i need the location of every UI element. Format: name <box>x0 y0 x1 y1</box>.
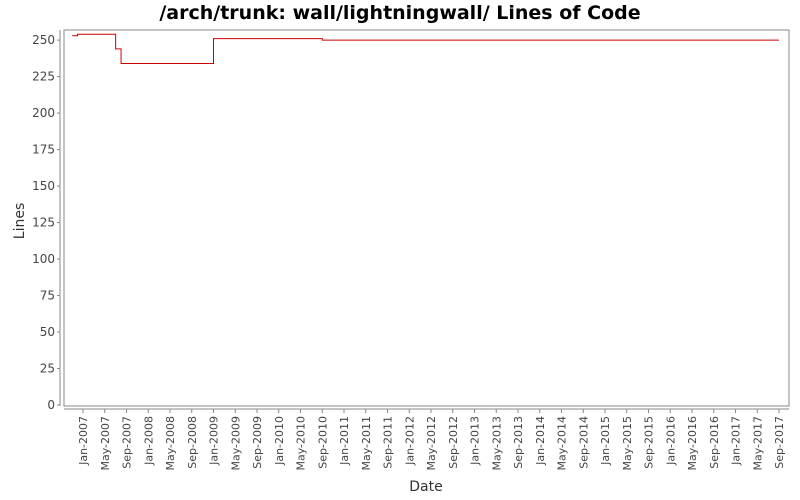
x-tick-label: Sep-2013 <box>512 416 525 469</box>
x-tick-label: Sep-2007 <box>121 416 134 469</box>
y-tick-label: 25 <box>40 362 55 376</box>
chart-title: /arch/trunk: wall/lightningwall/ Lines o… <box>159 2 641 24</box>
x-axis-label: Date <box>409 479 442 495</box>
x-tick-label: May-2007 <box>99 416 112 471</box>
x-tick-label: May-2014 <box>556 416 569 471</box>
y-axis-label: Lines <box>12 203 28 239</box>
y-tick-label: 200 <box>32 106 55 120</box>
x-tick-label: Sep-2014 <box>577 416 590 469</box>
x-tick-label: Sep-2012 <box>447 416 460 469</box>
x-tick-label: Sep-2009 <box>251 416 264 469</box>
x-tick-label: Sep-2017 <box>773 416 786 469</box>
x-tick-label: Jan-2016 <box>664 416 677 466</box>
x-tick-label: Jan-2011 <box>338 416 351 466</box>
y-tick-label: 125 <box>32 216 55 230</box>
x-tick-label: May-2009 <box>229 416 242 471</box>
y-tick-label: 250 <box>32 33 55 47</box>
y-tick-label: 0 <box>47 398 55 412</box>
y-tick-label: 225 <box>32 70 55 84</box>
x-tick-label: Sep-2008 <box>186 416 199 469</box>
y-tick-label: 100 <box>32 252 55 266</box>
x-tick-label: Jan-2012 <box>403 416 416 466</box>
x-tick-label: Jan-2009 <box>208 416 221 466</box>
x-tick-label: Jan-2013 <box>469 416 482 466</box>
x-tick-label: May-2015 <box>621 416 634 471</box>
x-tick-label: Sep-2010 <box>316 416 329 469</box>
x-tick-label: May-2012 <box>425 416 438 471</box>
x-tick-label: Sep-2011 <box>382 416 395 469</box>
x-tick-label: May-2010 <box>295 416 308 471</box>
x-tick-label: Jan-2008 <box>142 416 155 466</box>
x-tick-label: May-2013 <box>490 416 503 471</box>
x-tick-label: Jan-2017 <box>730 416 743 466</box>
y-tick-label: 175 <box>32 143 55 157</box>
x-tick-label: May-2016 <box>686 416 699 471</box>
y-axis: 0 25 50 75 100 125 150 175 200 225 250 <box>32 30 61 412</box>
x-tick-label: Jan-2015 <box>599 416 612 466</box>
plot-area <box>63 29 790 407</box>
y-tick-label: 50 <box>40 325 55 339</box>
y-tick-label: 150 <box>32 179 55 193</box>
y-tick-label: 75 <box>40 289 55 303</box>
x-tick-label: Jan-2007 <box>77 416 90 466</box>
series-line <box>72 33 779 64</box>
x-tick-label: Sep-2015 <box>643 416 656 469</box>
x-tick-label: Sep-2016 <box>708 416 721 469</box>
x-tick-label: May-2011 <box>360 416 373 471</box>
x-tick-label: Jan-2010 <box>273 416 286 466</box>
x-tick-label: May-2017 <box>751 416 764 471</box>
x-tick-label: Jan-2014 <box>534 416 547 466</box>
x-tick-label: May-2008 <box>164 416 177 471</box>
x-axis: Jan-2007 May-2007 Sep-2007 Jan-2008 May-2008… <box>64 408 789 471</box>
